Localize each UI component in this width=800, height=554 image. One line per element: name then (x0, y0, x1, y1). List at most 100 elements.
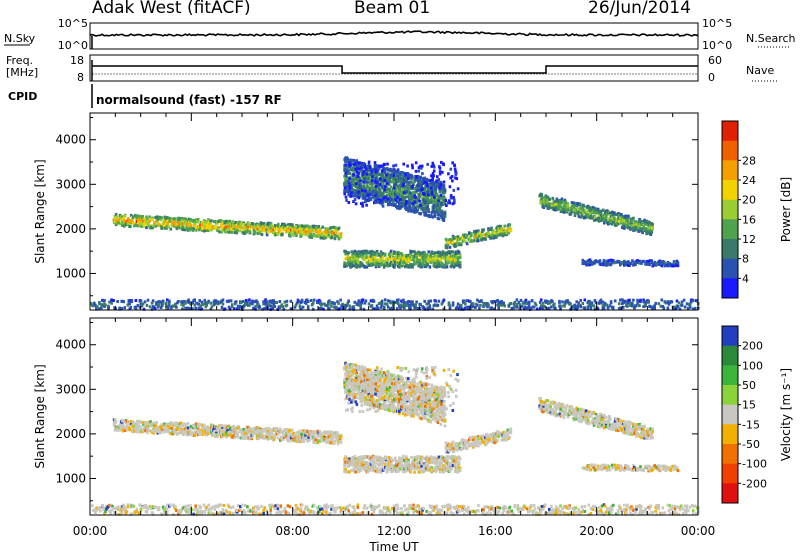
power-echo-cell (590, 216, 594, 220)
power-echo-cell (566, 205, 570, 209)
power-echo-cell (462, 238, 466, 242)
power-echo-cell (472, 305, 475, 309)
power-echo-cell (90, 302, 93, 306)
power-echo-cell (407, 300, 410, 303)
power-echo-cell (558, 299, 561, 303)
power-echo-cell (395, 188, 398, 192)
power-echo-cell (543, 196, 546, 200)
power-echo-cell (422, 199, 426, 203)
power-echo-cell (245, 303, 248, 306)
power-echo-cell (666, 306, 670, 310)
power-echo-cell (411, 201, 415, 205)
power-echo-cell (578, 211, 582, 215)
power-echo-cell (343, 303, 346, 307)
power-echo-cell (396, 168, 400, 172)
power-echo-cell (332, 231, 336, 235)
station-title: Adak West (fitACF) (92, 0, 251, 18)
power-echo-cell (456, 259, 460, 262)
power-echo-cell (289, 299, 293, 303)
power-echo-cell (599, 209, 603, 213)
power-echo-cell (619, 298, 622, 302)
power-echo-cell (586, 307, 590, 311)
power-echo-cell (112, 299, 115, 302)
power-echo-cell (422, 306, 425, 309)
power-echo-cell (380, 185, 384, 189)
power-echo-cell (442, 307, 446, 311)
power-echo-cell (490, 226, 493, 230)
power-echo-cell (418, 177, 421, 181)
power-echo-cell (575, 209, 579, 213)
power-echo-cell (359, 306, 363, 310)
power-echo-cell (390, 173, 393, 177)
power-echo-cell (363, 301, 367, 305)
power-echo-cell (327, 233, 331, 236)
power-echo-cell (446, 243, 450, 246)
power-echo-cell (164, 220, 168, 224)
power-echo-cell (108, 300, 111, 304)
power-echo-cell (384, 185, 387, 189)
power-echo-cell (631, 259, 634, 263)
power-echo-cell (605, 214, 608, 218)
power-echo-cell (463, 300, 467, 304)
power-echo-cell (410, 202, 413, 206)
power-echo-cell (434, 259, 438, 263)
power-echo-cell (418, 199, 421, 203)
power-echo-cell (413, 180, 416, 183)
power-echo-cell (343, 186, 347, 190)
power-echo-cell (583, 298, 587, 302)
power-echo-cell (407, 177, 410, 181)
power-echo-cell (448, 304, 452, 308)
power-echo-cell (129, 225, 132, 229)
power-echo-cell (577, 215, 581, 219)
power-echo-cell (420, 164, 424, 168)
power-echo-cell (457, 250, 461, 254)
power-echo-cell (183, 219, 187, 223)
power-echo-cell (431, 171, 435, 175)
power-echo-cell (321, 225, 325, 229)
power-echo-cell (383, 298, 387, 302)
power-echo-cell (443, 190, 447, 194)
power-echo-cell (192, 218, 196, 222)
power-echo-cell (439, 257, 443, 260)
power-echo-cell (617, 218, 620, 222)
power-echo-cell (370, 179, 374, 183)
power-echo-cell (385, 302, 389, 306)
power-echo-cell (405, 180, 408, 184)
power-echo-cell (160, 304, 164, 307)
power-echo-cell (598, 259, 602, 263)
power-echo-cell (401, 204, 404, 208)
power-echo-cell (497, 224, 500, 228)
power-echo-cell (194, 226, 198, 230)
power-echo-cell (572, 209, 576, 212)
power-echo-cell (254, 225, 258, 229)
power-echo-cell (476, 298, 479, 302)
power-echo-cell (599, 213, 603, 217)
power-echo-cell (578, 202, 582, 206)
power-echo-cell (562, 210, 566, 214)
power-echo-cell (676, 264, 680, 268)
power-echo-cell (609, 220, 612, 223)
power-echo-cell (207, 219, 210, 223)
power-echo-cell (448, 238, 452, 241)
power-echo-cell (608, 304, 612, 308)
power-echo-cell (165, 226, 169, 230)
power-echo-cell (410, 250, 413, 254)
power-echo-cell (445, 265, 449, 269)
noise-left-tick-bottom: 10^0 (58, 39, 88, 52)
power-echo-cell (623, 222, 626, 226)
power-echo-cell (295, 301, 299, 305)
power-echo-cell (272, 302, 275, 306)
power-echo-cell (651, 305, 654, 309)
power-echo-cell (383, 171, 387, 175)
power-echo-cell (675, 259, 679, 263)
power-echo-cell (624, 216, 627, 220)
power-echo-cell (327, 234, 331, 238)
power-echo-cell (258, 231, 262, 235)
power-echo-cell (461, 307, 465, 311)
power-echo-cell (260, 222, 264, 225)
power-echo-cell (539, 304, 543, 308)
power-echo-cell (404, 173, 407, 177)
power-echo-cell (339, 298, 342, 302)
power-echo-cell (381, 255, 385, 259)
power-echo-cell (435, 257, 439, 261)
